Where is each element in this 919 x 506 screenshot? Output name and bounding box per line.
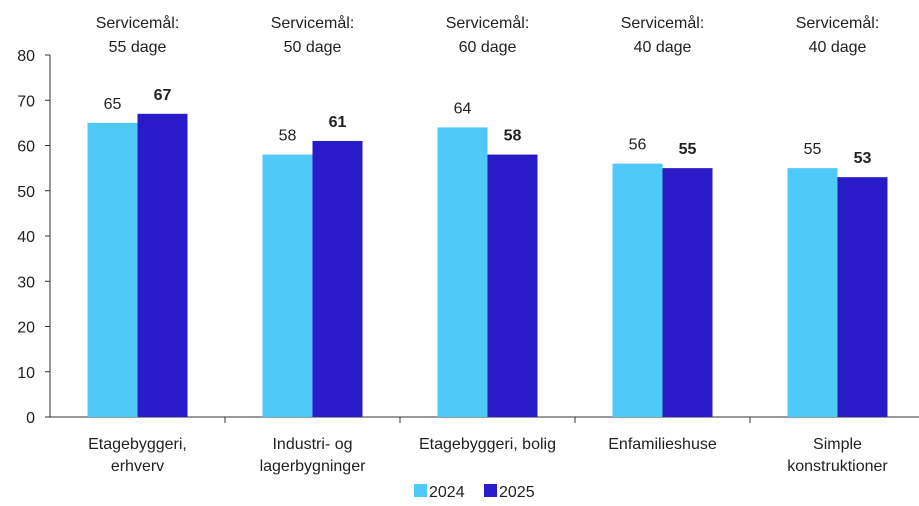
value-label-2024: 64 <box>454 100 472 117</box>
bar-2024 <box>437 127 488 418</box>
bar-2024 <box>87 122 138 417</box>
bar-2025 <box>837 177 888 417</box>
y-tick-label: 40 <box>17 229 35 246</box>
y-tick-label: 60 <box>17 139 35 156</box>
y-tick-label: 30 <box>17 274 35 291</box>
y-tick-label: 0 <box>26 410 35 427</box>
value-label-2024: 55 <box>804 141 822 158</box>
service-target-label: Servicemål: 50 dage <box>271 14 355 56</box>
value-label-2024: 56 <box>629 137 647 154</box>
service-target-label: Servicemål: 55 dage <box>96 14 180 56</box>
value-label-2025: 67 <box>154 87 172 104</box>
legend-label-2024: 2024 <box>429 484 465 501</box>
bar-2024 <box>612 163 663 417</box>
value-label-2025: 61 <box>329 114 347 131</box>
y-tick-label: 20 <box>17 320 35 337</box>
service-target-label: Servicemål: 40 dage <box>621 14 705 56</box>
bar-2025 <box>662 168 713 417</box>
y-tick-label: 80 <box>17 48 35 65</box>
category-label: Simple konstruktioner <box>787 436 888 475</box>
category-label: Industri- og lagerbygninger <box>260 436 367 475</box>
service-target-label: Servicemål: 40 dage <box>796 14 880 56</box>
category-label: Etagebyggeri, erhverv <box>88 436 187 475</box>
value-label-2024: 58 <box>279 128 297 145</box>
x-axis <box>50 416 919 423</box>
y-tick-label: 10 <box>17 365 35 382</box>
value-label-2025: 55 <box>679 141 697 158</box>
category-label: Enfamilieshuse <box>608 436 717 453</box>
service-target-labels: Servicemål: 55 dage Servicemål: 50 dage Serv… <box>96 14 880 56</box>
bar-2025 <box>312 140 363 417</box>
legend-label-2025: 2025 <box>499 484 535 501</box>
value-labels: 65 67 58 61 64 58 56 55 55 53 <box>104 87 872 167</box>
legend-swatch-2025 <box>484 484 497 497</box>
bar-2024 <box>787 168 838 417</box>
category-label: Etagebyggeri, bolig <box>419 436 556 453</box>
value-label-2025: 58 <box>504 128 522 145</box>
value-label-2025: 53 <box>854 150 872 167</box>
service-target-label: Servicemål: 60 dage <box>446 14 530 56</box>
y-tick-label: 70 <box>17 93 35 110</box>
bar-2025 <box>137 113 188 417</box>
value-label-2024: 65 <box>104 96 122 113</box>
bar-2025 <box>487 154 538 418</box>
y-axis: 0 10 20 30 40 50 60 70 80 <box>17 48 51 427</box>
legend-swatch-2024 <box>414 484 427 497</box>
category-labels: Etagebyggeri, erhverv Industri- og lagerbyg… <box>88 436 888 475</box>
bars <box>87 113 888 418</box>
legend: 2024 2025 <box>414 484 535 501</box>
y-tick-label: 50 <box>17 184 35 201</box>
bar-2024 <box>262 154 313 418</box>
